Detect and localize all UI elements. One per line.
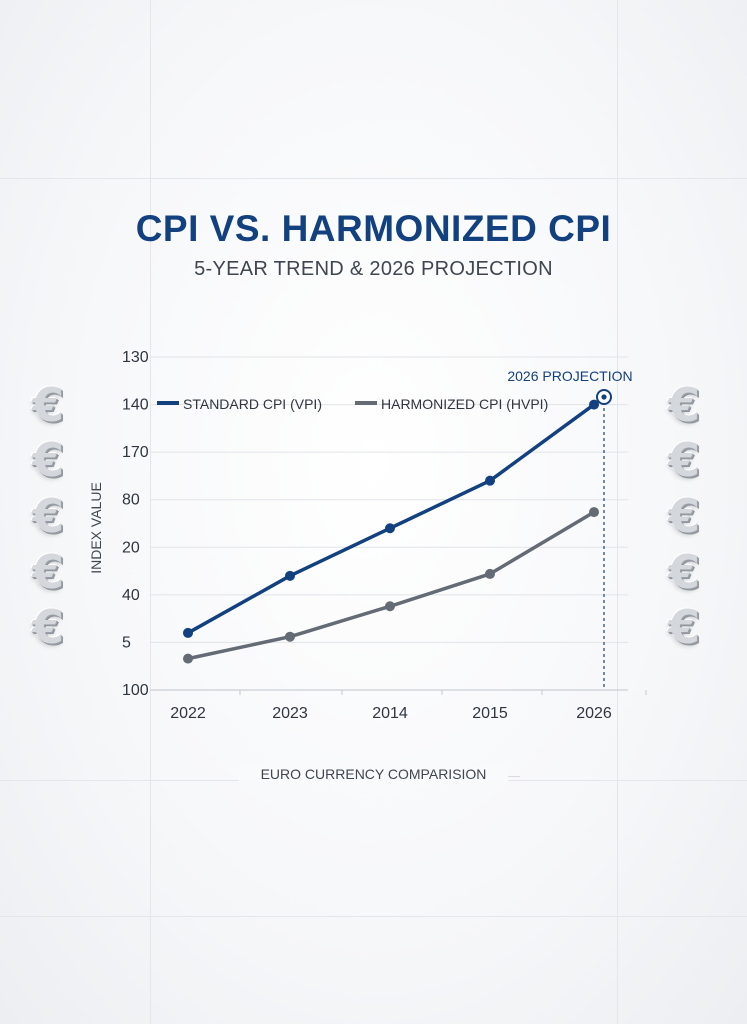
y-tick-label: 170 (122, 444, 149, 461)
data-point (485, 568, 495, 579)
y-tick-label: 130 (122, 349, 149, 366)
series-line (187, 510, 595, 661)
projection-marker-dot (601, 394, 607, 400)
euro-icon: € (31, 433, 64, 487)
y-tick-label: 140 (122, 397, 149, 414)
background-line (0, 178, 747, 179)
data-point (485, 475, 495, 486)
data-point (385, 601, 395, 612)
x-tick-label: 2026 (576, 705, 612, 722)
data-point (385, 523, 395, 534)
projection-label: 2026 PROJECTION (507, 368, 632, 384)
legend-label: HARMONIZED CPI (HVPI) (381, 396, 548, 412)
background-line (617, 0, 618, 1024)
euro-icon: € (667, 433, 700, 487)
x-tick-label: 2015 (472, 705, 508, 722)
x-tick-label: 2014 (372, 705, 408, 722)
chart-title: CPI VS. HARMONIZED CPI (135, 208, 612, 249)
y-tick-label: 100 (122, 682, 149, 699)
y-axis-label: INDEX VALUE (88, 482, 104, 574)
data-point (183, 653, 193, 664)
euro-icon: € (667, 378, 700, 432)
euro-icon: € (667, 600, 700, 654)
legend-label: STANDARD CPI (VPI) (183, 396, 322, 412)
euro-icon: € (667, 489, 700, 543)
x-tick-label: 2023 (272, 705, 308, 722)
background-line (150, 0, 151, 1024)
chart-subtitle: 5-YEAR TREND & 2026 PROJECTION (194, 258, 553, 280)
data-point (589, 507, 599, 518)
data-point (285, 631, 295, 642)
series-line (187, 403, 596, 635)
euro-icon: € (31, 600, 64, 654)
data-point (285, 570, 295, 581)
y-tick-label: 5 (122, 634, 131, 651)
euro-icon: € (667, 545, 700, 599)
data-point (589, 399, 599, 410)
y-tick-label: 40 (122, 587, 140, 604)
euro-icon: € (31, 489, 64, 543)
euro-icon: € (31, 545, 64, 599)
data-point (183, 627, 193, 638)
y-tick-label: 80 (122, 492, 140, 509)
y-tick-label: 20 (122, 539, 140, 556)
background-line (0, 916, 747, 917)
x-tick-label: 2022 (170, 705, 206, 722)
euro-icon: € (31, 378, 64, 432)
x-axis-label: EURO CURRENCY COMPARISION (0, 766, 747, 782)
